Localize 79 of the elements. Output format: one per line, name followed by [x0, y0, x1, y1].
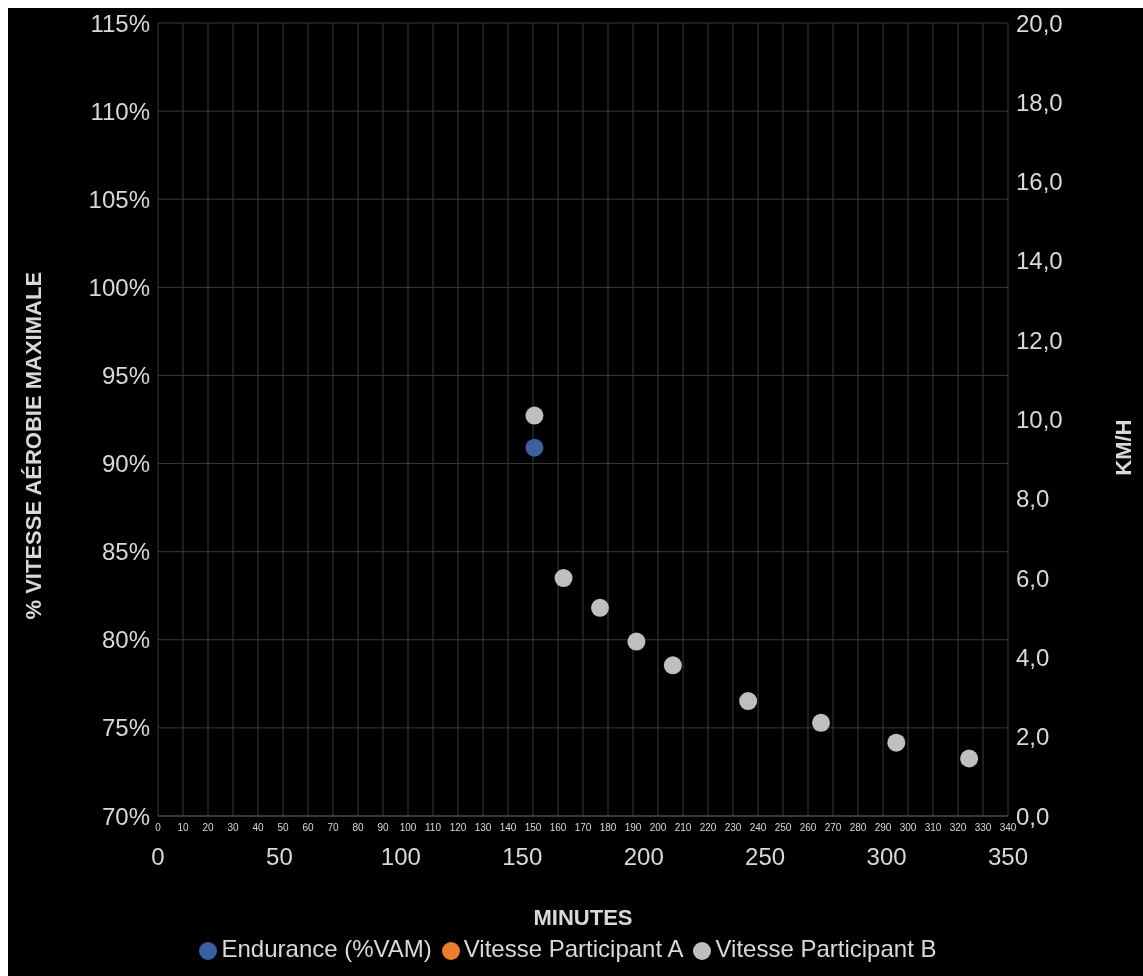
y2-tick-label: 10,0 [1016, 406, 1063, 434]
x-tick-label: 150 [502, 843, 543, 871]
x-tick-label: 300 [866, 843, 907, 871]
x2-tick-label: 150 [524, 822, 542, 834]
x2-tick-label: 0 [155, 822, 162, 834]
point [627, 632, 646, 651]
x2-tick-label: 280 [849, 822, 867, 834]
x2-tick-label: 180 [599, 822, 617, 834]
y-tick-label: 90% [101, 450, 150, 478]
y2-tick-label: 4,0 [1016, 643, 1050, 671]
point [591, 598, 609, 617]
x2-tick-label: 340 [999, 822, 1017, 834]
x2-tick-label: 330 [974, 822, 992, 834]
x2-tick-label: 70 [327, 822, 339, 834]
y-tick-label: 105% [88, 185, 150, 213]
x2-tick-label: 230 [724, 822, 742, 834]
point [960, 749, 979, 768]
y2-tick-label: 16,0 [1016, 168, 1063, 196]
x2-tick-label: 310 [924, 822, 942, 834]
y2-tick-label: 0,0 [1016, 802, 1050, 830]
x-tick-label: 50 [266, 843, 293, 871]
y-tick-label: 110% [90, 97, 150, 125]
x-tick-label: 200 [623, 843, 664, 871]
y-tick-label: 85% [101, 538, 150, 566]
legend-label: Endurance (%VAM) [221, 935, 432, 962]
x2-tick-label: 170 [574, 822, 592, 834]
y-tick-label: 115% [90, 9, 150, 37]
x-tick-label: 0 [151, 843, 165, 871]
x2-tick-label: 300 [899, 822, 917, 834]
y2-tick-label: 18,0 [1016, 88, 1063, 116]
x2-tick-label: 290 [874, 822, 892, 834]
x2-tick-label: 270 [824, 822, 842, 834]
point [554, 569, 573, 588]
y-tick-label: 80% [101, 626, 150, 654]
x2-tick-label: 60 [302, 822, 314, 834]
point [812, 713, 830, 732]
x2-tick-label: 90 [377, 822, 389, 834]
x2-tick-label: 20 [202, 822, 214, 834]
legend-label: Vitesse Participant B [715, 935, 937, 962]
y2-tick-label: 14,0 [1016, 247, 1063, 275]
x-tick-label: 250 [745, 843, 786, 871]
x2-tick-label: 140 [499, 822, 517, 834]
x2-tick-label: 320 [949, 822, 967, 834]
x2-tick-label: 30 [227, 822, 239, 834]
x2-tick-label: 110 [425, 822, 442, 834]
x2-tick-label: 250 [774, 822, 792, 834]
y-tick-label: 70% [101, 802, 150, 830]
y2-tick-label: 8,0 [1016, 485, 1050, 513]
y2-tick-label: 6,0 [1016, 564, 1050, 592]
y-axis-title: % VITESSE AÉROBIE MAXIMALE [20, 271, 46, 620]
point [739, 692, 758, 711]
x2-tick-label: 120 [449, 822, 467, 834]
y2-axis-title: KM/H [1110, 419, 1136, 476]
x2-tick-label: 50 [277, 822, 289, 834]
x-tick-label: 350 [987, 843, 1029, 871]
point [663, 656, 682, 675]
y-tick-label: 95% [101, 361, 150, 389]
x2-tick-label: 80 [352, 822, 364, 834]
x2-tick-label: 200 [649, 822, 667, 834]
x2-tick-label: 220 [699, 822, 717, 834]
x2-tick-label: 130 [474, 822, 492, 834]
x2-tick-label: 260 [799, 822, 817, 834]
y-tick-label: 75% [101, 714, 150, 742]
x2-tick-label: 40 [252, 822, 264, 834]
x2-tick-label: 240 [749, 822, 767, 834]
legend-label: Vitesse Participant A [463, 935, 684, 962]
x-axis-title: MINUTES [533, 905, 633, 930]
point [525, 406, 544, 425]
x2-tick-label: 210 [674, 822, 692, 834]
y-tick-label: 100% [88, 273, 150, 301]
x2-tick-label: 190 [624, 822, 642, 834]
y2-tick-label: 2,0 [1016, 723, 1050, 751]
x2-tick-label: 10 [177, 822, 189, 834]
point [887, 733, 906, 752]
y2-tick-label: 12,0 [1016, 326, 1063, 354]
x2-tick-label: 100 [399, 822, 417, 834]
y2-tick-label: 20,0 [1016, 9, 1063, 37]
x2-tick-label: 160 [549, 822, 567, 834]
x-tick-label: 100 [380, 843, 421, 871]
